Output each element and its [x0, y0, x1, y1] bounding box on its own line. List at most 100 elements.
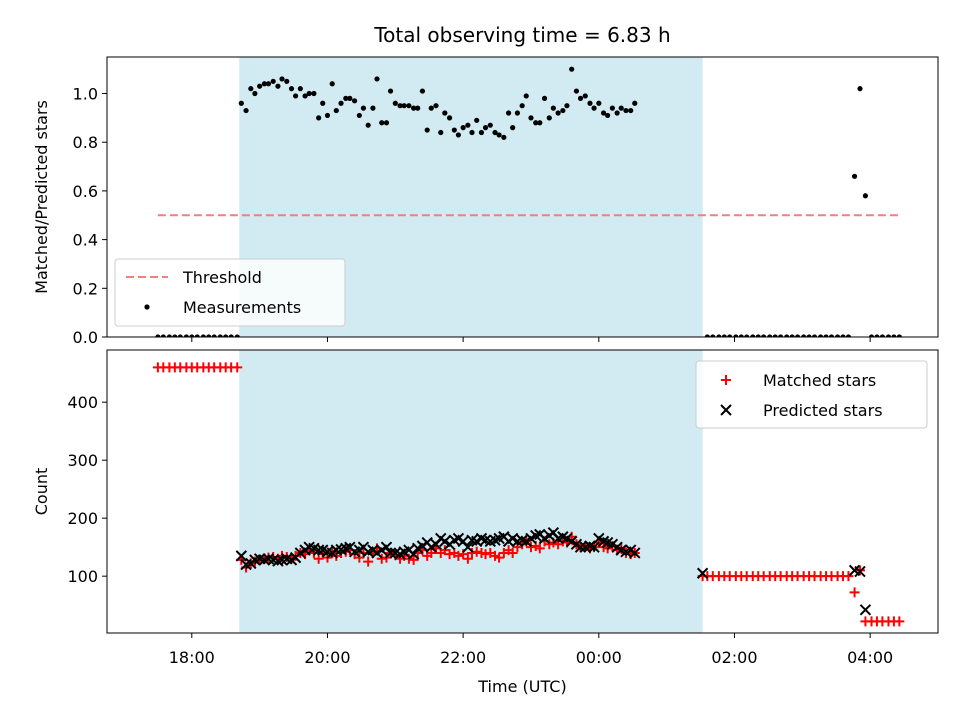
measurement-point — [755, 334, 761, 337]
measurement-point — [806, 334, 812, 337]
measurement-point — [279, 76, 285, 82]
measurement-point — [541, 95, 548, 101]
matched-star-point — [453, 550, 464, 561]
y-axis-label: Matched/Predicted stars — [32, 100, 51, 294]
measurement-point — [492, 129, 498, 136]
measurement-point — [288, 86, 295, 92]
measurement-point — [374, 76, 380, 82]
matched-star-point — [843, 571, 854, 582]
measurement-point — [628, 107, 634, 114]
measurement-point — [311, 90, 317, 97]
axes-frame — [106, 349, 939, 634]
y-tick-label: 0.8 — [73, 133, 98, 152]
measurement-point — [614, 110, 620, 116]
measurement-point — [316, 115, 322, 121]
measurement-point — [896, 334, 902, 337]
x-tick-label: 00:00 — [576, 648, 622, 667]
x-tick-label: 18:00 — [169, 648, 215, 667]
measurement-point — [533, 120, 539, 126]
measurement-point — [857, 86, 863, 92]
data-marks — [155, 66, 902, 337]
matched-star-point — [849, 587, 860, 598]
measurement-point — [446, 115, 453, 121]
measurement-point — [835, 334, 841, 337]
measurement-point — [433, 103, 439, 109]
y-tick-label: 0.6 — [73, 182, 98, 201]
measurement-point — [297, 86, 303, 92]
y-tick-label: 0.0 — [73, 328, 98, 347]
legend: Matched stars Predicted stars — [695, 360, 928, 429]
measurement-point — [419, 88, 426, 94]
chart-title: Total observing time = 6.83 h — [373, 23, 670, 47]
measurement-point — [564, 103, 570, 109]
matched-star-point — [232, 362, 243, 373]
predicted-star-point — [854, 565, 866, 578]
y-tick-label: 100 — [67, 567, 98, 586]
measurement-point — [569, 66, 575, 72]
measurement-point — [160, 334, 166, 337]
measurement-point — [789, 334, 795, 337]
predicted-star-point — [597, 535, 610, 548]
measurement-point — [623, 107, 629, 114]
measurement-point — [573, 88, 580, 94]
y-tick-label: 200 — [67, 509, 98, 528]
measurement-point — [761, 334, 767, 337]
legend-predicted-swatch — [720, 404, 732, 416]
measurement-point — [320, 100, 326, 106]
predicted-star-point — [462, 541, 474, 553]
measurement-point — [496, 132, 502, 138]
predicted-star-point — [312, 544, 325, 556]
matched-star-point — [444, 549, 455, 560]
measurement-point — [840, 334, 846, 337]
predicted-star-point — [384, 547, 397, 559]
measurement-point — [200, 334, 206, 337]
legend-matched-swatch — [721, 375, 731, 385]
measurement-point — [442, 110, 448, 116]
predicted-star-point — [340, 542, 352, 555]
observing-window-shade — [239, 350, 703, 633]
measurement-point — [546, 115, 552, 121]
measurement-point — [514, 110, 521, 116]
measurement-point — [411, 105, 417, 111]
matched-star-point — [494, 552, 505, 563]
measurement-point — [228, 334, 234, 337]
measurement-point — [618, 105, 624, 111]
measurement-point — [284, 78, 290, 84]
measurement-point — [868, 334, 875, 337]
ratio-panel: 0.0 0.2 0.4 0.6 0.8 1.0 Matched/Predicted star… — [32, 23, 939, 347]
measurement-point — [177, 334, 183, 337]
matched-star-point — [466, 547, 477, 558]
predicted-star-point — [574, 541, 587, 553]
measurement-point — [778, 334, 784, 337]
measurement-point — [234, 334, 240, 337]
measurement-point — [609, 105, 615, 111]
measurement-point — [555, 110, 561, 116]
measurement-point — [270, 78, 276, 84]
measurement-point — [811, 334, 818, 337]
measurement-point — [596, 100, 602, 106]
predicted-star-point — [258, 554, 271, 566]
measurement-point — [383, 120, 390, 126]
measurement-point — [206, 334, 212, 337]
measurement-point — [401, 103, 407, 109]
measurement-point — [704, 334, 710, 337]
measurement-point — [874, 334, 880, 337]
predicted-star-point — [235, 550, 248, 562]
matched-star-point — [281, 552, 292, 563]
matched-star-point — [480, 549, 491, 560]
measurement-point — [750, 334, 756, 337]
measurement-point — [744, 334, 750, 337]
measurement-point — [343, 95, 349, 101]
measurement-point — [591, 105, 597, 111]
measurement-point — [733, 334, 739, 337]
measurement-point — [155, 334, 161, 337]
matched-star-point — [525, 542, 536, 553]
measurement-point — [292, 93, 299, 99]
x-tick-label: 22:00 — [440, 648, 486, 667]
measurement-point — [275, 83, 281, 89]
measurement-point — [428, 105, 434, 111]
measurement-point — [302, 93, 308, 99]
matched-star-point — [471, 546, 482, 557]
legend-threshold-label: Threshold — [182, 268, 262, 287]
